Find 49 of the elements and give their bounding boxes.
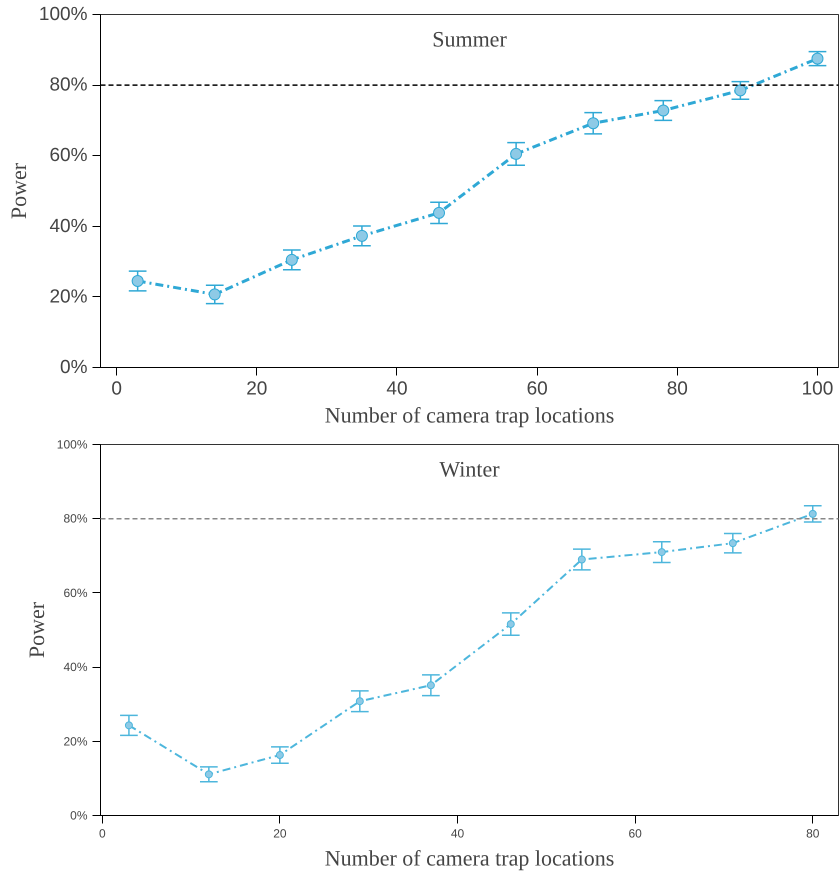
point — [658, 548, 666, 556]
point — [808, 510, 817, 518]
point — [734, 84, 746, 96]
point — [657, 104, 670, 117]
point — [204, 770, 213, 778]
x-tick-label: 20 — [273, 826, 287, 840]
y-tick-label: 60% — [63, 586, 88, 600]
point — [124, 721, 133, 730]
text: Summer — [432, 26, 508, 52]
x-tick-label: 40 — [450, 826, 465, 840]
point — [356, 697, 364, 706]
y-tick-label: 100% — [38, 4, 88, 25]
text: Winter — [439, 456, 500, 482]
y-axis-title: Power — [24, 601, 49, 658]
x-tick-label: 100 — [802, 378, 834, 400]
y-axis-title: Power — [6, 162, 31, 220]
point — [276, 751, 284, 760]
point — [728, 539, 737, 548]
x-tick-label: 40 — [386, 378, 408, 400]
x-tick-label: 0 — [98, 826, 106, 840]
point — [356, 230, 368, 242]
y-tick-label: 80% — [49, 74, 88, 96]
y-tick-label: 80% — [63, 512, 88, 526]
point — [811, 52, 824, 65]
y-tick-label: 20% — [63, 734, 88, 748]
x-tick-label: 80 — [666, 378, 688, 400]
x-tick-label: 0 — [111, 378, 122, 400]
point — [132, 275, 144, 288]
point — [510, 148, 522, 160]
x-axis-title: Number of camera trap locations — [324, 846, 614, 870]
y-tick-label: 40% — [49, 216, 88, 237]
point — [506, 620, 515, 628]
x-tick-label: 20 — [246, 378, 268, 400]
point — [426, 681, 435, 690]
point — [587, 117, 600, 130]
point — [433, 206, 446, 219]
y-tick-label: 60% — [49, 145, 88, 166]
y-tick-label: 0% — [70, 808, 88, 822]
x-tick-label: 60 — [628, 826, 642, 840]
y-tick-label: 40% — [63, 660, 88, 674]
x-tick-label: 80 — [806, 826, 820, 840]
x-axis-title: Number of camera trap locations — [324, 402, 614, 428]
point — [208, 288, 221, 300]
y-tick-label: 20% — [49, 286, 88, 308]
x-tick-label: 60 — [526, 378, 548, 400]
y-tick-label: 0% — [60, 357, 88, 378]
y-tick-label: 100% — [56, 438, 88, 452]
point — [578, 556, 586, 564]
point — [286, 254, 298, 266]
